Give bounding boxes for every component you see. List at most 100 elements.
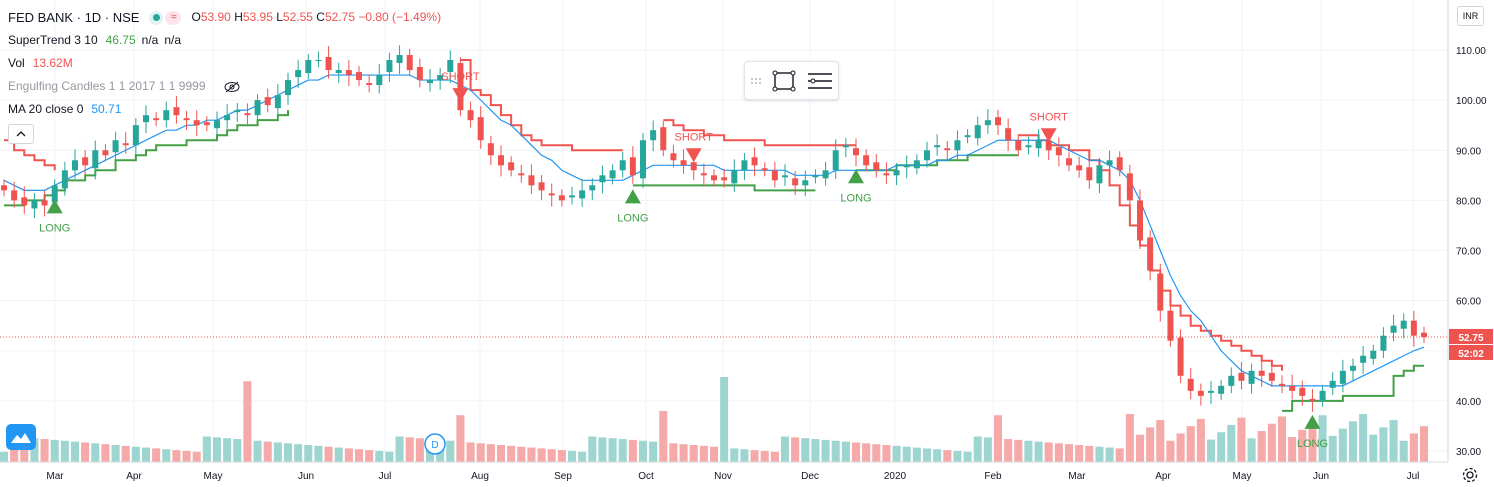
- volume-bar: [1348, 421, 1358, 462]
- long-signal-arrow: [624, 189, 641, 204]
- candle-body: [457, 63, 464, 111]
- legend-collapse-button[interactable]: [8, 124, 34, 144]
- candle-body: [1299, 387, 1306, 396]
- candle-body: [1025, 145, 1032, 148]
- short-signal-arrow: [685, 148, 702, 163]
- rectangle-icon: [772, 70, 796, 91]
- chart-legend: FED BANK · 1D · NSE ≈ O53.90 H53.95 L52.…: [8, 6, 441, 144]
- volume-bar: [730, 448, 739, 462]
- volume-bar: [131, 446, 140, 462]
- candle-body: [1035, 140, 1042, 149]
- candle-body: [1329, 380, 1336, 388]
- gear-icon[interactable]: [1461, 466, 1479, 484]
- volume-bar: [679, 444, 688, 462]
- settings-lines-button[interactable]: [805, 66, 835, 96]
- candle-body: [122, 143, 129, 146]
- volume-bar: [202, 436, 211, 462]
- volume-bar: [507, 445, 516, 462]
- countdown-box: [1449, 344, 1493, 360]
- volume-bar: [304, 445, 313, 462]
- candle-body: [619, 160, 626, 171]
- candle-body: [1076, 165, 1083, 171]
- candle-body: [214, 120, 220, 129]
- volume-bar: [1409, 433, 1418, 462]
- candle-body: [1015, 140, 1022, 151]
- candle-body: [822, 170, 829, 179]
- rectangle-tool-button[interactable]: [769, 66, 799, 96]
- candle-body: [1167, 310, 1174, 341]
- volume-bar: [1318, 415, 1327, 462]
- ma-legend[interactable]: MA 20 close 0 50.71: [8, 98, 441, 121]
- volume-bar: [91, 443, 100, 462]
- floating-drawing-toolbar[interactable]: [744, 61, 839, 100]
- candle-body: [558, 195, 565, 201]
- short-signal-label: SHORT: [675, 131, 714, 143]
- volume-bar: [1014, 439, 1023, 462]
- volume-bar: [283, 443, 293, 462]
- volume-bar: [618, 439, 627, 462]
- logo-icon[interactable]: [6, 424, 36, 450]
- volume-bar: [588, 436, 597, 462]
- volume-value: 13.62M: [32, 56, 73, 70]
- candle-body: [1360, 355, 1367, 363]
- x-tick-label: Dec: [801, 471, 819, 482]
- candle-body: [1055, 147, 1062, 156]
- candle-body: [1147, 237, 1154, 271]
- candle-body: [569, 195, 575, 198]
- candle-body: [254, 100, 261, 116]
- supertrend-down-segment: [663, 119, 856, 147]
- x-tick-label: Feb: [984, 471, 1002, 482]
- candle-body: [193, 120, 200, 126]
- volume-histogram: [0, 377, 1429, 462]
- volume-bar: [1399, 440, 1408, 462]
- change-value: −0.80 (−1.49%): [358, 10, 442, 24]
- data-status-icon[interactable]: ≈: [165, 10, 182, 25]
- symbol-title[interactable]: FED BANK · 1D · NSE: [8, 10, 140, 25]
- long-signal-label: LONG: [1297, 438, 1328, 450]
- candle-body: [903, 165, 910, 168]
- volume-bar: [720, 377, 729, 462]
- volume-name: Vol: [8, 56, 25, 70]
- volume-bar: [1135, 434, 1145, 462]
- engulfing-legend[interactable]: Engulfing Candles 1 1 2017 1 1 9999: [8, 75, 441, 98]
- volume-bar: [902, 446, 911, 462]
- volume-bar: [324, 446, 333, 462]
- currency-button[interactable]: INR: [1457, 6, 1484, 26]
- candle-body: [345, 70, 352, 76]
- long-signal-arrow: [46, 199, 63, 214]
- volume-bar: [578, 451, 587, 462]
- volume-bar: [476, 443, 485, 462]
- volume-bar: [466, 442, 475, 462]
- supertrend-legend[interactable]: SuperTrend 3 10 46.75 n/a n/a: [8, 29, 441, 52]
- volume-bar: [172, 450, 181, 462]
- candle-body: [731, 170, 738, 184]
- volume-bar: [628, 439, 637, 462]
- volume-bar: [40, 439, 49, 462]
- y-tick-label: 80.00: [1456, 196, 1481, 207]
- candle-body: [924, 150, 930, 161]
- candle-body: [467, 110, 474, 121]
- volume-legend[interactable]: Vol 13.62M: [8, 52, 441, 75]
- volume-bar: [699, 445, 708, 462]
- volume-bar: [811, 439, 820, 462]
- volume-bar: [263, 441, 272, 462]
- market-status-icon[interactable]: [149, 10, 164, 25]
- x-tick-label: Apr: [126, 471, 142, 482]
- long-signal-label: LONG: [39, 222, 70, 234]
- supertrend-extra: n/a: [141, 33, 159, 47]
- grip-icon[interactable]: [751, 77, 763, 84]
- volume-bar: [60, 440, 69, 462]
- volume-bar: [1338, 428, 1347, 462]
- candle-body: [1319, 390, 1326, 401]
- x-tick-label: Jun: [1313, 471, 1329, 482]
- candle-body: [285, 80, 291, 96]
- eye-off-icon[interactable]: [224, 81, 240, 93]
- supertrend-name: SuperTrend 3 10: [8, 33, 98, 47]
- candle-body: [913, 160, 920, 169]
- volume-bar: [233, 439, 242, 462]
- candle-body: [528, 175, 535, 186]
- volume-bar: [517, 446, 526, 462]
- volume-bar: [527, 447, 536, 462]
- volume-bar: [872, 444, 881, 462]
